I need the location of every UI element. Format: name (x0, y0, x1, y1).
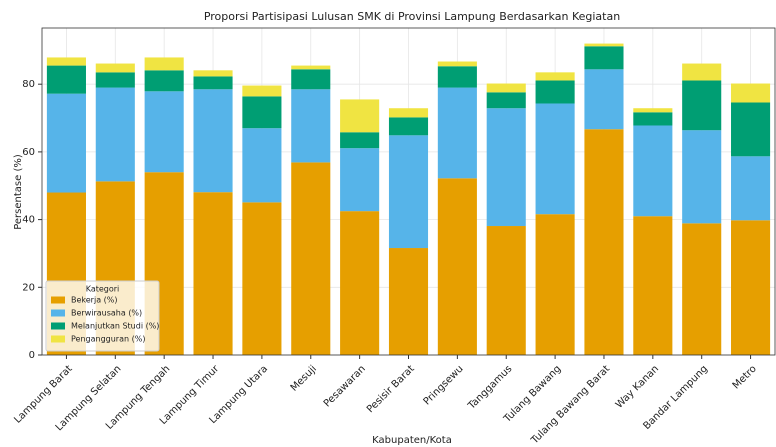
bar-segment (340, 148, 380, 212)
bar-segment (682, 130, 722, 224)
y-tick-label: 40 (22, 215, 35, 226)
bar-segment (291, 162, 331, 355)
bar-segment (682, 223, 722, 355)
bar-segment (584, 129, 624, 355)
bar-segment (682, 63, 722, 81)
x-tick-label: Tanggamus (466, 363, 515, 412)
x-tick-label: Pesawaran (322, 363, 368, 409)
bar-segment (486, 226, 526, 355)
bar-segment (584, 46, 624, 70)
x-tick-label: Mesuji (289, 363, 319, 393)
bar-segment (291, 69, 331, 90)
x-tick-label: Pringsewu (422, 363, 466, 407)
bar-segment (144, 91, 184, 173)
bar-segment (46, 57, 86, 66)
bar-segment (682, 80, 722, 131)
bar-segment (144, 57, 184, 71)
legend-label: Pengangguran (%) (71, 335, 145, 344)
bar-segment (340, 132, 380, 149)
bar-segment (486, 108, 526, 227)
bar-segment (437, 66, 477, 88)
bar-segment (633, 112, 673, 126)
bar-segment (437, 178, 477, 355)
x-tick-label: Metro (731, 363, 759, 391)
y-tick-label: 60 (22, 147, 35, 158)
bar-segment (633, 216, 673, 355)
legend-box (45, 280, 160, 352)
bar-segment (388, 135, 429, 249)
bar-segment (535, 103, 575, 215)
plot-frame (41, 27, 776, 356)
bar-segment (46, 93, 86, 193)
x-tick-label: Tulang Bawang Barat (529, 363, 612, 446)
bar-segment (633, 108, 673, 113)
bar-segment (291, 89, 331, 163)
legend-label: Bekerja (%) (71, 296, 117, 305)
chart-title: Proporsi Partisipasi Lulusan SMK di Prov… (204, 10, 620, 23)
legend-swatch (51, 309, 65, 317)
bar-segment (242, 128, 282, 203)
bar-segment (242, 202, 282, 355)
y-tick-label: 0 (29, 350, 35, 361)
bar-segment (291, 65, 331, 70)
bar-segment (535, 214, 575, 355)
bar-segment (46, 65, 86, 94)
y-tick-label: 80 (22, 79, 35, 90)
x-tick-label: Way Kanan (614, 363, 661, 410)
legend-swatch (51, 335, 65, 343)
x-axis-label: Kabupaten/Kota (372, 435, 452, 446)
bar-segment (340, 99, 380, 133)
bar-segment (535, 80, 575, 104)
bar-segment (144, 70, 184, 92)
bar-segment (388, 117, 429, 136)
bar-segment (584, 43, 624, 47)
bar-segment (584, 69, 624, 130)
legend-label: Berwirausaha (%) (71, 309, 142, 318)
legend-swatch (51, 296, 65, 304)
bar-segment (731, 156, 771, 221)
y-tick-label: 20 (22, 282, 35, 293)
bar-segment (193, 192, 233, 355)
bar-segment (95, 72, 135, 88)
bar-segment (242, 85, 282, 97)
bar-segment (95, 63, 135, 73)
bar-segment (633, 125, 673, 217)
bar-segment (242, 96, 282, 129)
bar-segment (193, 70, 233, 77)
bar-segment (486, 83, 526, 93)
bar-segment (535, 72, 575, 81)
bar-segment (193, 76, 233, 90)
bar-segment (193, 89, 233, 193)
legend-swatch (51, 322, 65, 330)
bar-segment (731, 220, 771, 355)
legend-label: Melanjutkan Studi (%) (71, 322, 159, 331)
bar-segment (437, 61, 477, 67)
bar-segment (388, 248, 429, 355)
bar-segment (437, 87, 477, 179)
bar-segment (340, 211, 380, 355)
legend-title: Kategori (86, 285, 120, 294)
y-axis-label: Persentase (%) (13, 154, 24, 230)
bar-segment (95, 87, 135, 182)
bar-segment (731, 83, 771, 103)
bar-segment (731, 102, 771, 157)
bar-segment (388, 108, 429, 118)
x-tick-label: Pesisir Barat (365, 363, 417, 415)
bar-segment (486, 92, 526, 109)
